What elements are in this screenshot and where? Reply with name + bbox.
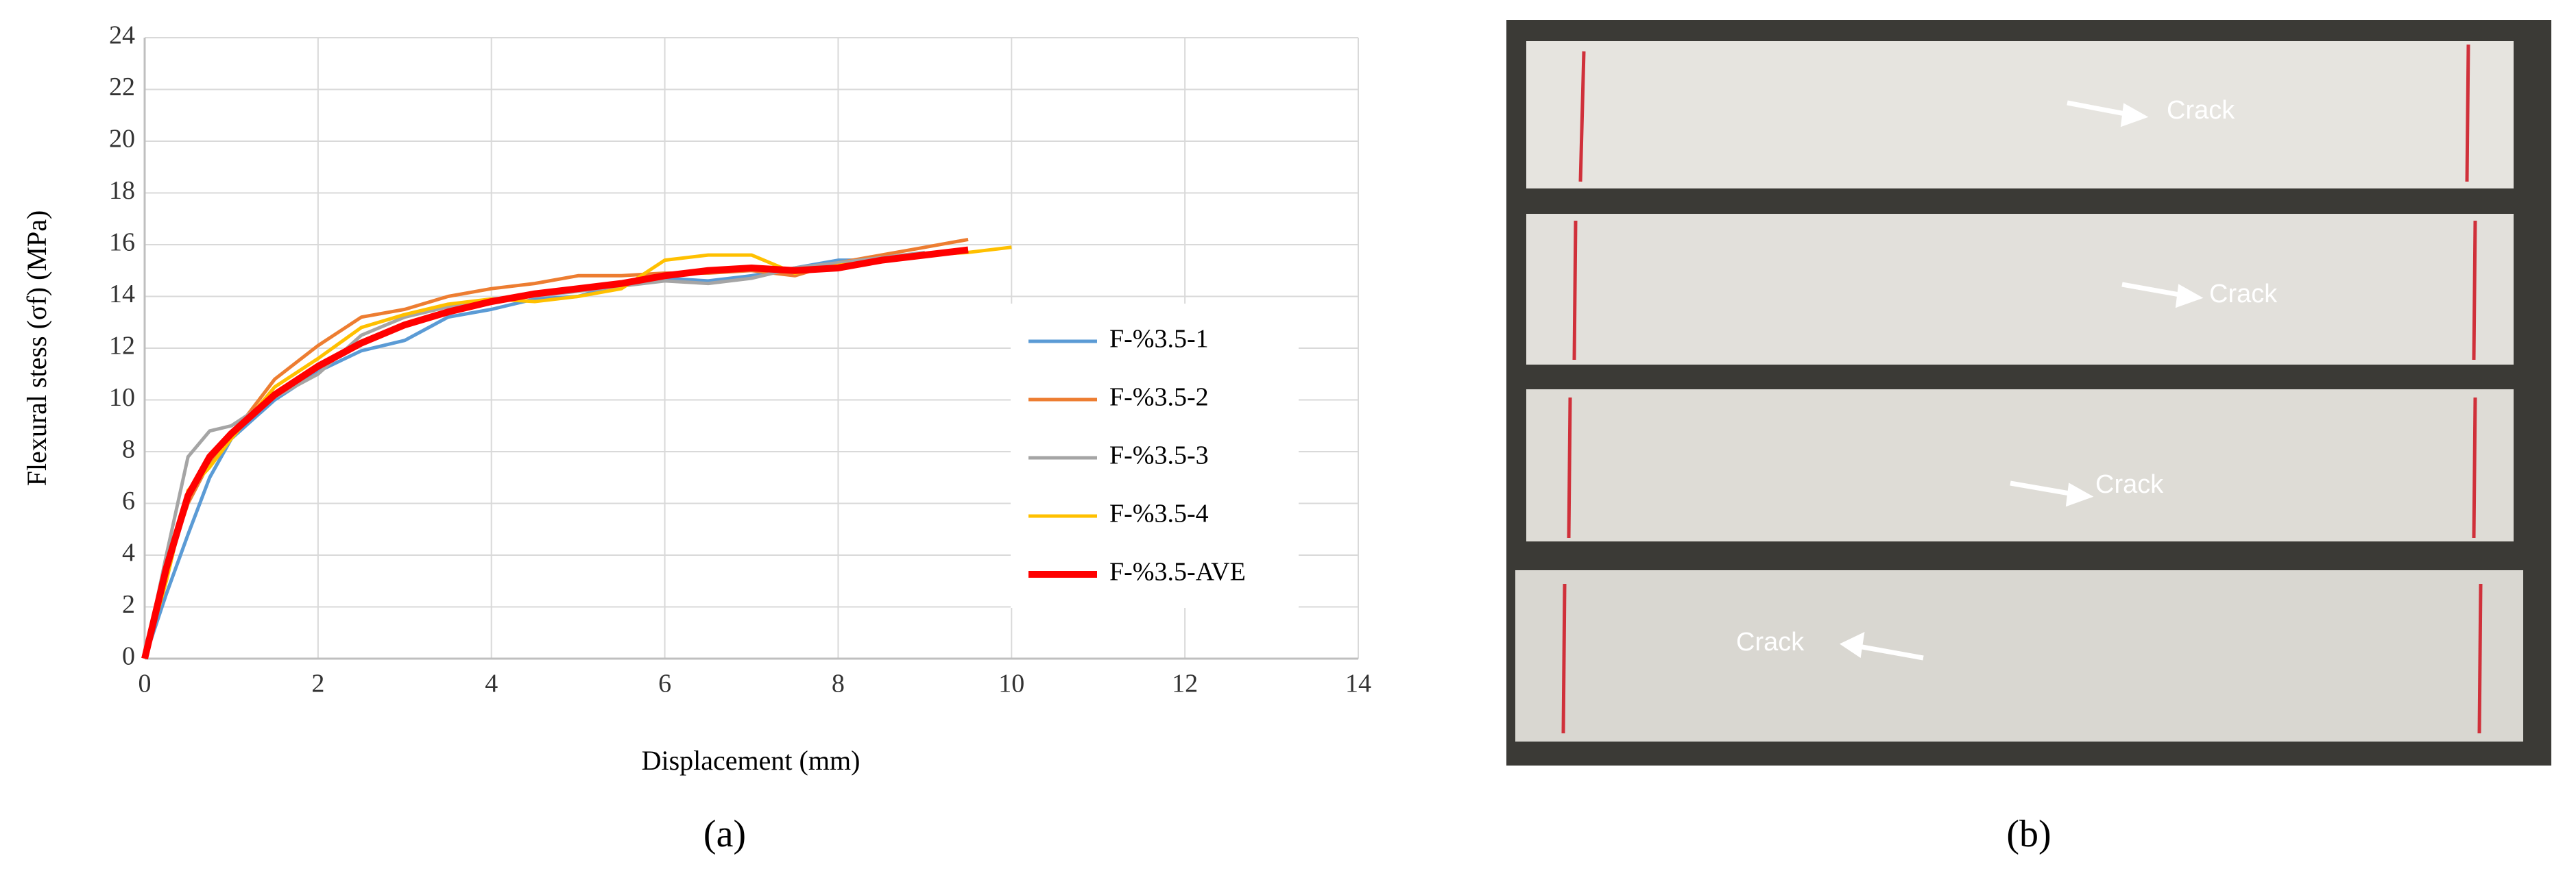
x-tick-label: 4: [485, 670, 498, 698]
x-tick-label: 0: [139, 670, 152, 698]
y-tick-label: 8: [122, 435, 135, 464]
legend-label: F-%3.5-4: [1109, 500, 1209, 528]
y-axis-label: Flexural stess (σf) (MPa): [21, 210, 52, 487]
y-tick-label: 10: [109, 383, 135, 412]
y-tick-label: 18: [109, 176, 135, 205]
series-line: [143, 245, 1012, 659]
y-tick-label: 2: [122, 590, 135, 619]
x-tick-label: 10: [998, 670, 1024, 698]
red-marks: [1561, 44, 2483, 734]
legend-label: F-%3.5-2: [1109, 383, 1209, 412]
y-tick-label: 4: [122, 539, 135, 567]
crack-label: Crack: [2095, 470, 2164, 499]
x-tick-label: 2: [311, 670, 324, 698]
crack-label: Crack: [1736, 628, 1805, 657]
caption: (a): [703, 813, 746, 855]
series-line: [141, 246, 969, 660]
x-tick-label: 14: [1345, 670, 1371, 698]
crack-arrows: [1839, 100, 2204, 661]
legend: F-%3.5-1 F-%3.5-2 F-%3.5-3 F-%3.5-4 F-%3.5-A…: [1011, 304, 1299, 608]
y-tick-label: 24: [109, 21, 135, 50]
series-line: [143, 237, 969, 659]
y-tick-label: 20: [109, 125, 135, 154]
x-tick-label: 6: [658, 670, 671, 698]
y-tick-label: 16: [109, 228, 135, 257]
specimen: [1526, 389, 2514, 541]
x-tick-label: 8: [832, 670, 845, 698]
photo: Crack Crack Crack Crack: [1506, 20, 2551, 766]
x-tick-label: 12: [1172, 670, 1198, 698]
crack-label: Crack: [2167, 96, 2235, 125]
series-line: [143, 253, 926, 659]
y-tick-label: 6: [122, 487, 135, 515]
y-tick-label: 14: [109, 280, 135, 308]
series-line: [143, 250, 926, 659]
x-axis-label: Displacement (mm): [642, 745, 860, 776]
legend-label: F-%3.5-AVE: [1109, 558, 1246, 587]
crack-label: Crack: [2209, 280, 2278, 308]
specimen: [1515, 570, 2523, 742]
y-tick-label: 0: [122, 642, 135, 671]
y-tick-label: 12: [109, 332, 135, 360]
specimen: [1526, 41, 2514, 188]
legend-box: [1011, 304, 1299, 608]
legend-label: F-%3.5-3: [1109, 441, 1209, 470]
specimen: [1526, 214, 2514, 365]
y-tick-label: 22: [109, 73, 135, 101]
legend-label: F-%3.5-1: [1109, 325, 1209, 354]
caption: (b): [2006, 813, 2051, 855]
